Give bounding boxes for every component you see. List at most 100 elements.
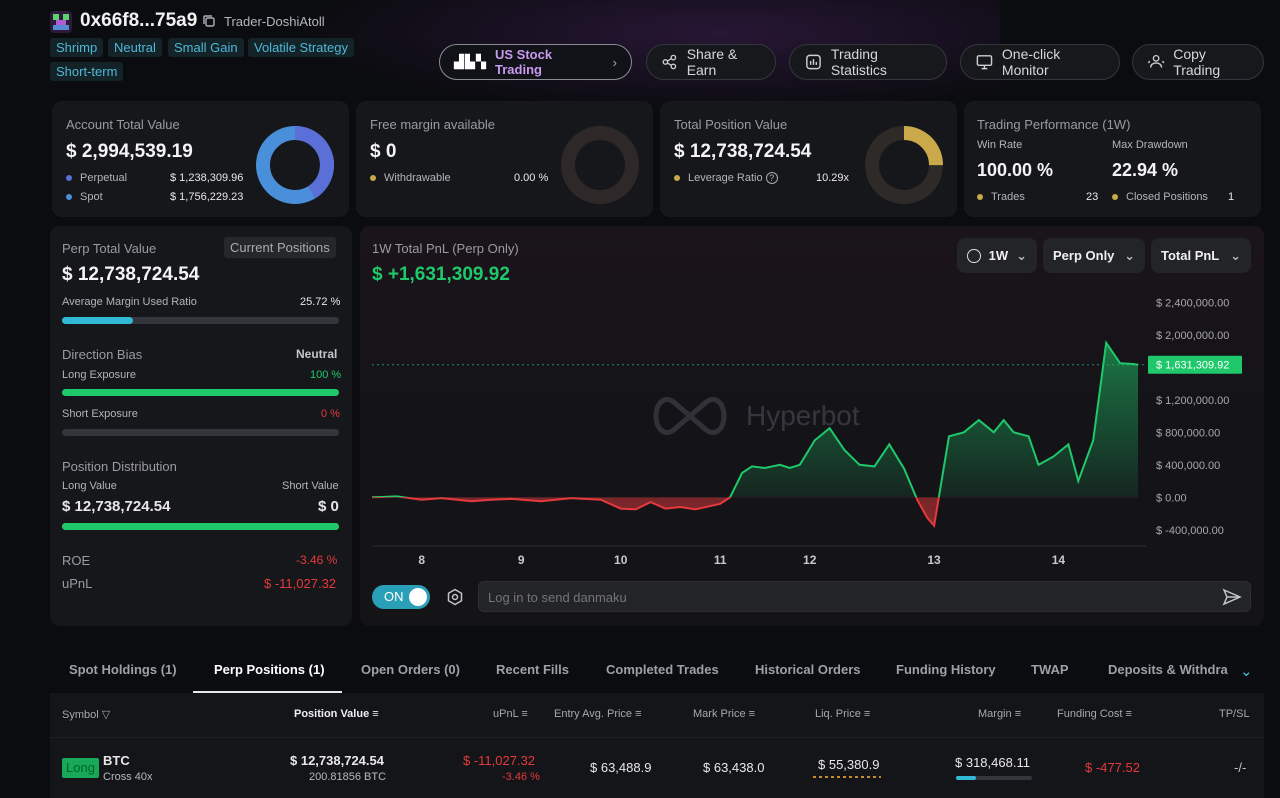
danmaku-settings-icon[interactable] — [446, 588, 464, 606]
th-position-value-label: Position Value — [294, 708, 370, 720]
upnl-label: uPnL — [62, 576, 93, 591]
perp-total-value: $ 12,738,724.54 — [62, 264, 200, 285]
danmaku-toggle[interactable]: ON — [372, 585, 430, 609]
direction-bias-label: Direction Bias — [62, 347, 143, 362]
monitor-icon — [976, 55, 993, 70]
sort-icon: ≡ — [1125, 708, 1132, 720]
tag-short-term: Short-term — [50, 62, 124, 81]
x-tick-label: 10 — [614, 553, 628, 566]
wallet-address: 0x66f8...75a9 — [80, 10, 198, 31]
direction-bias-value: Neutral — [296, 347, 338, 361]
trades-value: 23 — [1086, 191, 1099, 203]
row-funding-cost: $ -477.52 — [1085, 760, 1140, 775]
y-tick-label: $ 0.00 — [1156, 492, 1187, 504]
chevron-right-icon: › — [612, 54, 617, 70]
copy-trading-button[interactable]: Copy Trading — [1132, 44, 1264, 80]
th-mark-price[interactable]: Mark Price ≡ — [693, 708, 755, 720]
tab-deposits-withdrawals[interactable]: Deposits & Withdrav — [1108, 662, 1228, 677]
row-upnl: $ -11,027.32 — [463, 753, 536, 768]
leverage-arc — [865, 126, 943, 204]
pnl-chart: $ 2,400,000.00$ 2,000,000.00$ 1,600,000.… — [371, 297, 1242, 566]
roe-label: ROE — [62, 553, 91, 568]
tab-completed-trades[interactable]: Completed Trades — [606, 662, 719, 677]
short-value: $ 0 — [318, 498, 339, 515]
chart-title: 1W Total PnL (Perp Only) — [372, 241, 519, 256]
us-stock-trading-button[interactable]: ▟▙▚ US Stock Trading › — [439, 44, 632, 80]
chevron-down-icon[interactable]: ⌄ — [1240, 663, 1253, 680]
th-liq-price-label: Liq. Price — [815, 708, 861, 720]
tab-open-orders[interactable]: Open Orders (0) — [361, 662, 460, 677]
tab-perp-positions[interactable]: Perp Positions (1) — [214, 662, 325, 677]
th-funding-cost[interactable]: Funding Cost ≡ — [1057, 708, 1132, 720]
scope-dropdown[interactable]: Perp Only ⌄ — [1043, 238, 1145, 273]
sort-icon: ≡ — [748, 708, 756, 720]
tab-spot-holdings[interactable]: Spot Holdings (1) — [69, 662, 177, 677]
avg-margin-bar — [62, 317, 339, 324]
chart-total-value: $ +1,631,309.92 — [372, 264, 510, 285]
max-drawdown-label: Max Drawdown — [1112, 139, 1188, 151]
closed-positions-label: Closed Positions — [1126, 191, 1208, 203]
th-tpsl: TP/SL — [1219, 708, 1250, 720]
th-margin[interactable]: Margin ≡ — [978, 708, 1021, 720]
perpetual-label: Perpetual — [80, 172, 128, 184]
perp-summary-panel: Perp Total Value Current Positions $ 12,… — [50, 226, 352, 626]
distribution-bar — [62, 523, 339, 530]
x-tick-label: 12 — [803, 553, 817, 566]
th-funding-cost-label: Funding Cost — [1057, 708, 1123, 720]
copy-icon[interactable] — [202, 14, 218, 30]
perpetual-dot — [66, 175, 72, 182]
copy-trading-icon — [1147, 54, 1165, 68]
toggle-knob — [409, 588, 427, 606]
position-donut — [865, 126, 943, 204]
positions-table — [50, 693, 1264, 798]
short-exposure-value: 0 % — [321, 408, 340, 420]
current-positions-button[interactable]: Current Positions — [224, 237, 336, 258]
x-tick-label: 14 — [1052, 553, 1066, 566]
tab-twap[interactable]: TWAP — [1031, 662, 1069, 677]
perp-total-label: Perp Total Value — [62, 241, 157, 256]
tab-historical-orders[interactable]: Historical Orders — [755, 662, 861, 677]
tag-small-gain: Small Gain — [168, 38, 244, 57]
one-click-monitor-label: One-click Monitor — [1001, 46, 1061, 78]
th-symbol[interactable]: Symbol ▽ — [62, 708, 110, 721]
win-rate-value: 100.00 % — [977, 160, 1054, 180]
trading-statistics-button[interactable]: Trading Statistics — [789, 44, 947, 80]
trades-dot — [977, 194, 983, 201]
account-total-value-card: Account Total Value $ 2,994,539.19 Perpe… — [52, 101, 349, 217]
row-entry-price: $ 63,488.9 — [590, 760, 652, 775]
tab-funding-history[interactable]: Funding History — [896, 662, 996, 677]
performance-label: Trading Performance (1W) — [977, 117, 1131, 132]
tab-recent-fills[interactable]: Recent Fills — [496, 662, 569, 677]
send-icon[interactable] — [1222, 587, 1242, 612]
row-margin: $ 318,468.11 — [955, 755, 1030, 770]
th-position-value[interactable]: Position Value ≡ — [294, 708, 379, 720]
metric-dropdown[interactable]: Total PnL ⌄ — [1151, 238, 1251, 273]
account-total-value: $ 2,994,539.19 — [66, 141, 193, 162]
danmaku-input-box — [478, 581, 1251, 612]
period-value: 1W — [988, 248, 1009, 263]
row-upnl-pct: -3.46 % — [502, 771, 540, 783]
y-tick-label: $ 2,000,000.00 — [1156, 330, 1229, 342]
sort-icon: ≡ — [521, 708, 528, 720]
toggle-label: ON — [384, 589, 404, 604]
spot-label: Spot — [80, 191, 103, 203]
tag-shrimp: Shrimp — [50, 38, 104, 57]
liq-distance-bar — [813, 776, 881, 778]
metric-value: Total PnL — [1161, 248, 1220, 263]
current-value-label: $ 1,631,309.92 — [1156, 360, 1229, 372]
sort-icon: ≡ — [863, 708, 871, 720]
y-tick-label: $ -400,000.00 — [1156, 525, 1224, 537]
period-dropdown[interactable]: 1W ⌄ — [957, 238, 1037, 273]
th-upnl[interactable]: uPnL ≡ — [493, 708, 528, 720]
copy-trading-label: Copy Trading — [1173, 46, 1221, 78]
share-earn-button[interactable]: Share & Earn — [646, 44, 776, 80]
win-rate-label: Win Rate — [977, 139, 1023, 151]
row-liq-price: $ 55,380.9 — [818, 757, 880, 772]
account-total-label: Account Total Value — [66, 117, 180, 132]
help-icon[interactable]: ? — [765, 172, 778, 184]
th-entry-price[interactable]: Entry Avg. Price ≡ — [554, 708, 642, 720]
th-liq-price[interactable]: Liq. Price ≡ — [815, 708, 870, 720]
row-margin-bar — [956, 776, 1032, 780]
one-click-monitor-button[interactable]: One-click Monitor — [960, 44, 1120, 80]
danmaku-input[interactable] — [488, 588, 1208, 606]
